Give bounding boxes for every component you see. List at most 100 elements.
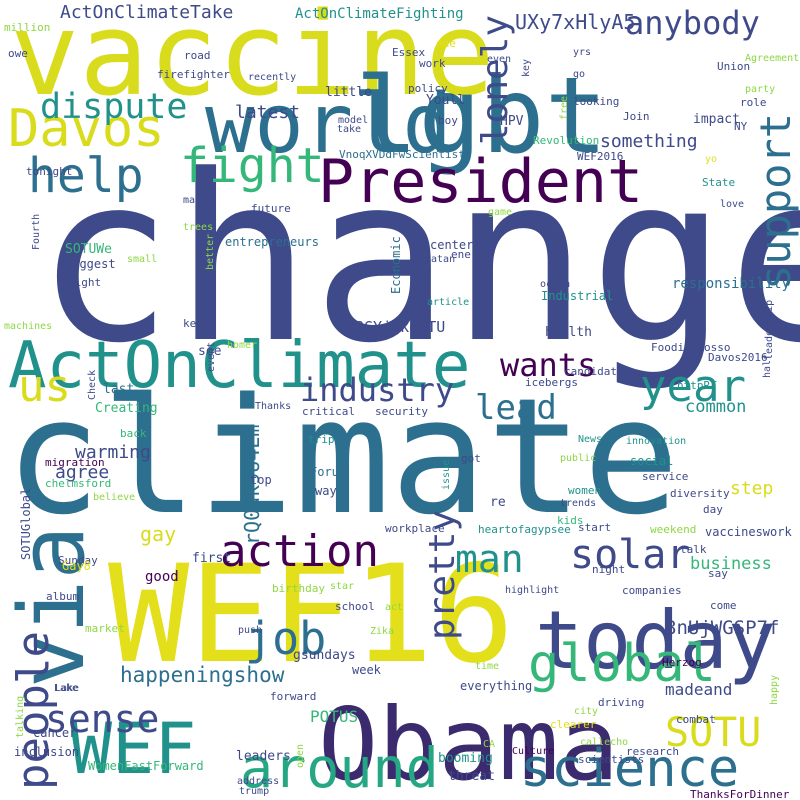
word-8gyjqkeatu: 8GYjQkeaTU xyxy=(355,318,446,336)
word-step: step xyxy=(730,477,774,499)
word-everything: everything xyxy=(460,679,533,694)
word-game: game xyxy=(488,207,513,218)
word-8nujwgsp7f: 8nUjWGSP7f xyxy=(665,616,780,639)
word-threat: threat xyxy=(448,768,495,784)
word-uxy7xhlya5: UXy7xHlyA5 xyxy=(515,10,636,34)
word-party: party xyxy=(745,84,776,95)
word-small: small xyxy=(127,254,158,265)
word-agree: agree xyxy=(55,461,110,483)
word-happy: happy xyxy=(769,674,780,705)
word-social: social xyxy=(630,454,674,469)
word-million: million xyxy=(4,21,51,35)
word-support: support xyxy=(751,112,800,290)
word-innovation: innovation xyxy=(626,436,687,447)
word-lgbt: lgbt xyxy=(355,55,608,177)
word-take: take xyxy=(337,124,362,135)
word-ocean: ocean xyxy=(540,279,571,290)
word-latest: latest xyxy=(235,101,301,123)
word-state: State xyxy=(702,176,736,190)
word-trends: trends xyxy=(560,498,597,509)
word-cancer: cancer xyxy=(33,726,77,741)
word-public: public xyxy=(560,453,597,464)
word-sunday: Sunday xyxy=(58,554,98,568)
word-trees: trees xyxy=(183,222,214,233)
word-wef2016: WEF2016 xyxy=(577,150,624,164)
word-booming: booming xyxy=(438,750,493,766)
word-go: go xyxy=(573,69,586,80)
word-sense: sense xyxy=(45,696,160,741)
word-city: city xyxy=(574,706,599,717)
word-right: right xyxy=(68,276,102,290)
word-back: back xyxy=(120,427,147,441)
word-happeningshow: happeningshow xyxy=(120,663,285,688)
word-looking: looking xyxy=(573,95,620,109)
word-homer: homer xyxy=(227,340,258,351)
word-boy: boy xyxy=(438,114,458,128)
word-model: model xyxy=(338,115,369,126)
word-say: say xyxy=(708,567,728,581)
word-combat: combat xyxy=(676,713,716,727)
word-man: man xyxy=(455,536,524,581)
word-night: night xyxy=(592,563,626,577)
word-something: something xyxy=(600,130,698,152)
word-global: global xyxy=(528,634,716,695)
word-sotuglobal: SOTUGlobal xyxy=(19,487,33,560)
word-ca: CA xyxy=(483,739,496,750)
word-davos: Davos xyxy=(8,99,165,160)
word-sotuwe: SOTUWe xyxy=(65,241,112,257)
word-service: service xyxy=(642,470,689,484)
word-machines: machines xyxy=(4,321,53,332)
word-zika: Zika xyxy=(370,626,395,637)
word-got: got xyxy=(461,452,481,466)
word-today: today xyxy=(535,594,776,687)
word-icebergs: icebergs xyxy=(525,376,578,390)
word-wants: wants xyxy=(500,346,597,385)
word-economic: Economic xyxy=(389,236,403,294)
word-companies: companies xyxy=(622,584,682,598)
word-solar: solar xyxy=(570,532,691,578)
word-good: good xyxy=(145,568,179,585)
word-road: road xyxy=(184,49,211,63)
word-clearer: clearer xyxy=(550,718,597,732)
word-time: time xyxy=(475,661,500,672)
word-article: article xyxy=(427,297,470,308)
word-workplace: workplace xyxy=(385,522,445,536)
word-vaccine: vaccine xyxy=(10,0,495,122)
word-fourth: Fourth xyxy=(31,213,42,250)
word-youll: Youll xyxy=(426,92,466,108)
word-security: security xyxy=(375,405,428,419)
word-owe: owe xyxy=(8,47,28,61)
word-join: Join xyxy=(623,110,650,124)
word-agreement: Agreement xyxy=(745,53,800,64)
word-last: last xyxy=(103,381,135,397)
word-lake: Lake xyxy=(54,683,79,694)
word-women: women xyxy=(568,484,602,498)
word-may: may xyxy=(632,210,652,224)
word-fight: fight xyxy=(180,137,325,194)
word-world: world xyxy=(205,77,452,173)
word-thanks: Thanks xyxy=(255,401,292,412)
word-forward: forward xyxy=(270,690,317,704)
word-us: us xyxy=(18,360,71,412)
word-wef16: WEF16 xyxy=(108,536,515,693)
word-obama: Obama xyxy=(318,686,620,800)
word-industry: industry xyxy=(300,371,455,410)
word-actonclimatetake: ActOnClimateTake xyxy=(60,1,234,23)
word-leaders: leaders xyxy=(236,748,291,764)
word-talking: talking xyxy=(15,695,26,738)
word-believe: believe xyxy=(93,492,136,503)
word-sotu: SOTU xyxy=(665,710,762,756)
word-top: top xyxy=(250,473,272,488)
word-davos2016: Davos2016 xyxy=(708,351,768,365)
word-health: health xyxy=(545,324,592,340)
word-candidates: candidates xyxy=(564,365,631,379)
word-gay: gay xyxy=(140,522,177,546)
word-lake-2: Lake xyxy=(55,683,80,694)
word-come: come xyxy=(710,599,737,613)
word-entrepreneurs: entrepreneurs xyxy=(225,235,319,250)
word-vnoqxvddfwscientists: VnoqXVDdFwScientists xyxy=(339,148,472,162)
word-album: album xyxy=(46,590,80,604)
word-better: better xyxy=(205,233,216,270)
word-creating: Creating xyxy=(95,400,158,416)
word-science: science xyxy=(520,739,740,800)
